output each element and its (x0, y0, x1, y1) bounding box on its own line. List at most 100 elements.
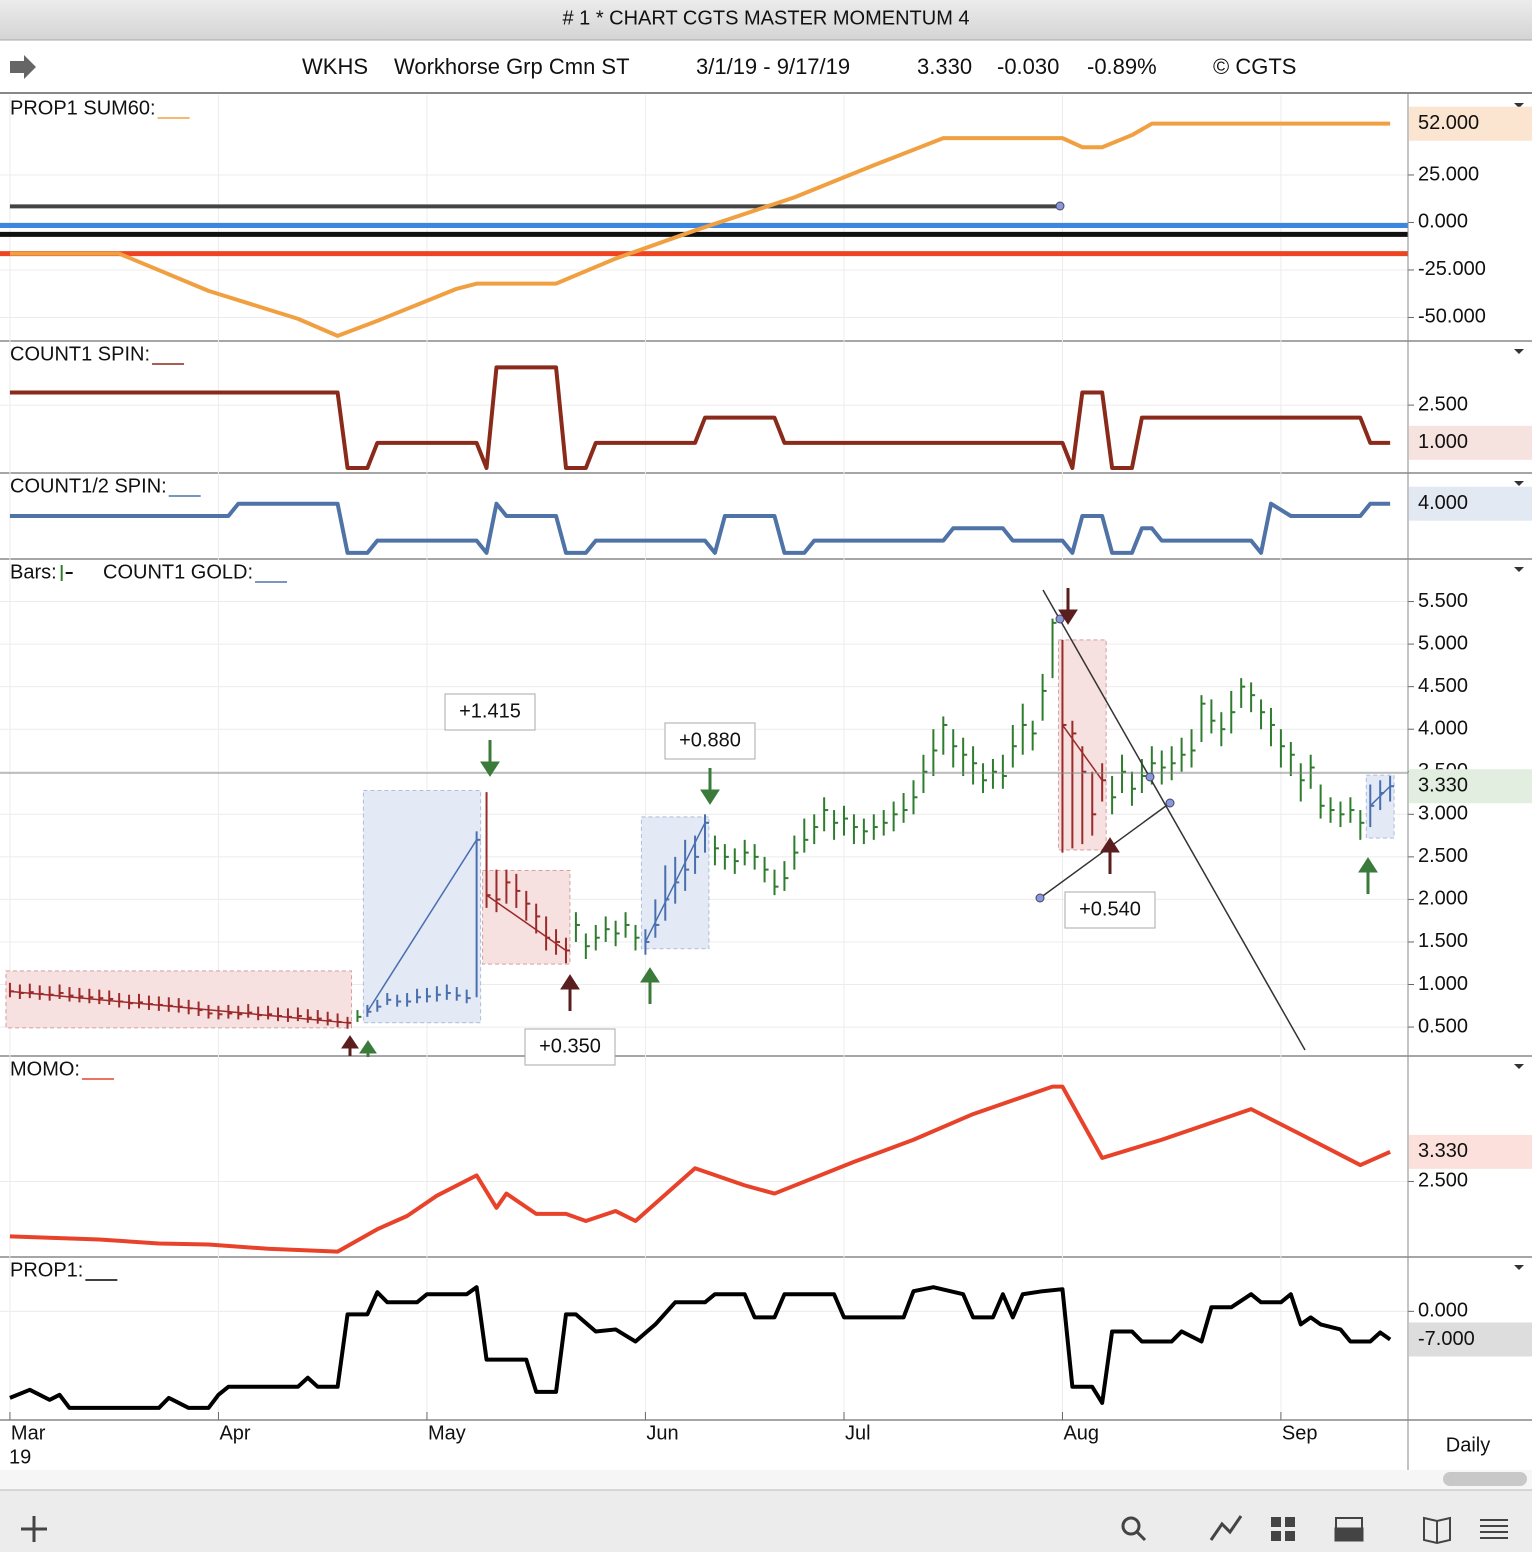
draw-button[interactable] (1209, 1515, 1243, 1541)
arrow-icon[interactable] (10, 55, 36, 79)
window-button[interactable] (1334, 1517, 1364, 1542)
x-tick-label: Apr (219, 1422, 250, 1444)
copyright: © CGTS (1213, 54, 1296, 79)
handle[interactable] (1145, 772, 1155, 782)
box-trend (1061, 724, 1103, 781)
layout-button[interactable] (1271, 1517, 1295, 1541)
x-tick-label: Jul (845, 1422, 871, 1444)
current-value: 4.000 (1418, 492, 1468, 514)
panel-menu[interactable] (1514, 103, 1524, 108)
panel-menu[interactable] (1514, 1265, 1524, 1270)
panel-title: COUNT1 SPIN: (10, 343, 150, 365)
y-tick-label: 5.500 (1418, 590, 1468, 612)
window-title: # 1 * CHART CGTS MASTER MOMENTUM 4 (562, 7, 969, 29)
box-trend (366, 839, 478, 1013)
layout-overlay (0, 201, 1408, 1057)
annotation: +0.540 (1079, 898, 1141, 920)
annotation-box (524, 1028, 616, 1066)
annotation: +0.350 (539, 1035, 601, 1057)
date-range: 3/1/19 - 9/17/19 (696, 54, 850, 79)
x-tick-label: Aug (1063, 1422, 1099, 1444)
handle[interactable] (1055, 201, 1065, 211)
annotation-box (1064, 891, 1156, 929)
panel-title: PROP1 SUM60: (10, 97, 156, 119)
y-tick-label: -50.000 (1418, 306, 1486, 328)
scroll-knob[interactable] (1443, 1472, 1527, 1486)
box-trend (644, 822, 706, 943)
x-tick-label: May (428, 1422, 466, 1444)
security-name: Workhorse Grp Cmn ST (394, 54, 630, 79)
panel-menu[interactable] (1514, 481, 1524, 486)
panel-title: Bars: (10, 561, 57, 583)
last-price: 3.330 (917, 54, 972, 79)
y-tick-label: 1.000 (1418, 973, 1468, 995)
arrows-red (341, 588, 1120, 1056)
panel-menu[interactable] (1514, 567, 1524, 572)
handle[interactable] (1055, 614, 1065, 624)
y-tick-label: 2.500 (1418, 393, 1468, 415)
series-line (9, 1084, 1391, 1254)
y-tick-label: -25.000 (1418, 258, 1486, 280)
add-button[interactable] (21, 1516, 47, 1542)
y-tick-label: 2.500 (1418, 1170, 1468, 1192)
y-tick-label: 0.000 (1418, 1300, 1468, 1322)
current-value: 52.000 (1418, 112, 1479, 134)
menu-button[interactable] (1480, 1519, 1508, 1539)
y-tick-label: 25.000 (1418, 163, 1479, 185)
current-value: 1.000 (1418, 431, 1468, 453)
panel-menu[interactable] (1514, 349, 1524, 354)
panel-title: MOMO: (10, 1058, 80, 1080)
study-label: COUNT1 GOLD: (103, 561, 253, 583)
y-tick-label: 5.000 (1418, 632, 1468, 654)
y-tick-label: 2.000 (1418, 888, 1468, 910)
change-pct: -0.89% (1087, 54, 1157, 79)
toolbar-icons (21, 1515, 1508, 1545)
current-value-box (1409, 1322, 1532, 1357)
period[interactable]: Daily (1446, 1434, 1490, 1456)
year-label: 19 (9, 1446, 31, 1468)
arrows-green (359, 740, 1378, 1057)
current-value-box (1409, 1134, 1532, 1169)
current-value: -7.000 (1418, 1328, 1475, 1350)
current-value-box (1409, 106, 1532, 141)
annotation: +1.415 (459, 700, 521, 722)
box-trend (9, 990, 348, 1024)
x-tick-label: Jun (646, 1422, 678, 1444)
annotation-box (444, 693, 536, 731)
plot-area: 25.000 0.000 -25.000 -50.000 PROP1 SUM60: 52.… (0, 95, 1532, 1468)
series-line (9, 121, 1391, 338)
y-tick-label: 0.500 (1418, 1015, 1468, 1037)
y-tick-label: 3.000 (1418, 803, 1468, 825)
annotation: +0.880 (679, 729, 741, 751)
x-tick-label: Mar (11, 1422, 46, 1444)
box-trend (486, 894, 567, 952)
current-value: 3.330 (1418, 1140, 1468, 1162)
book-button[interactable] (1423, 1516, 1451, 1545)
current-value-box (1409, 486, 1532, 521)
trend-line (1042, 589, 1306, 1051)
panel-title: COUNT1/2 SPIN: (10, 475, 167, 497)
symbol: WKHS (302, 54, 368, 79)
signal-box (362, 789, 482, 1024)
series-line (9, 501, 1391, 555)
change: -0.030 (997, 54, 1059, 79)
y-tick-label: 4.500 (1418, 675, 1468, 697)
series-line (9, 365, 1391, 470)
annotation-box (664, 722, 756, 760)
title-bar (0, 0, 1532, 40)
current-value: 3.330 (1418, 775, 1468, 797)
box-trend (1369, 785, 1391, 807)
handle[interactable] (1035, 893, 1045, 903)
panel-menu[interactable] (1514, 1064, 1524, 1069)
x-tick-label: Sep (1282, 1422, 1318, 1444)
toolbar (0, 1490, 1532, 1552)
panel-title: PROP1: (10, 1259, 83, 1281)
handle[interactable] (1165, 798, 1175, 808)
series-line (9, 1285, 1392, 1410)
search-button[interactable] (1121, 1516, 1147, 1542)
y-tick-label: 0.000 (1418, 211, 1468, 233)
scrollbar[interactable] (0, 1470, 1532, 1490)
y-tick-label: 1.500 (1418, 930, 1468, 952)
